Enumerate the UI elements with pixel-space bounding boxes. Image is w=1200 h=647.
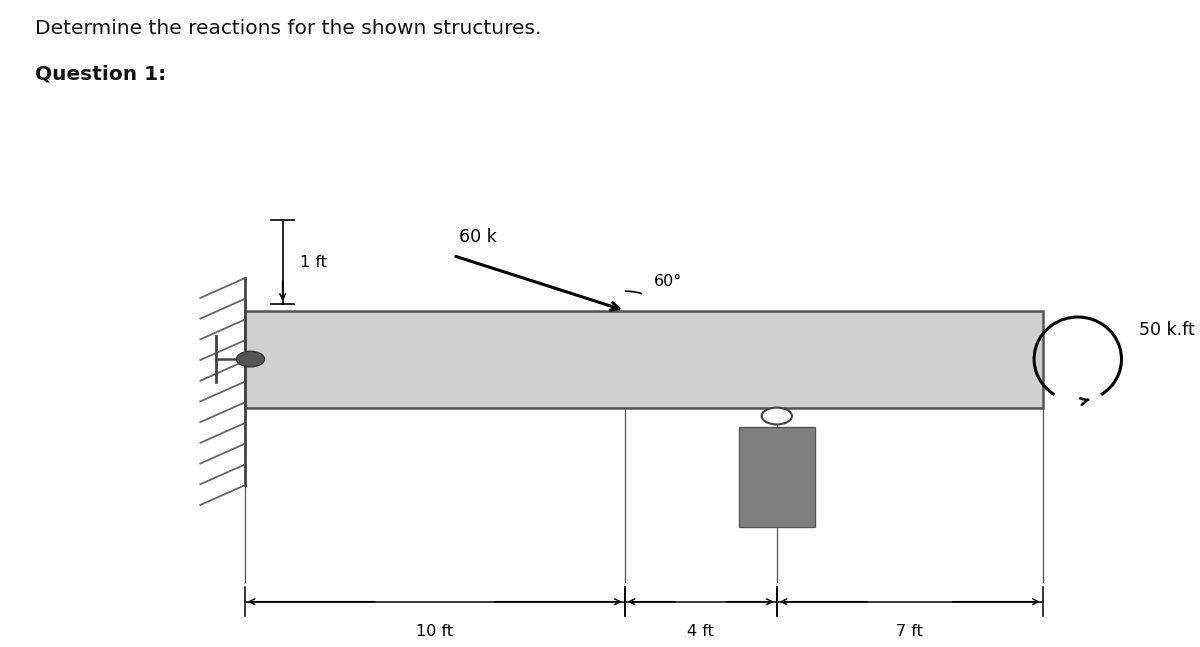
Bar: [245, 311, 1043, 408]
Text: Determine the reactions for the shown structures.: Determine the reactions for the shown st…: [35, 19, 541, 38]
Text: Question 1:: Question 1:: [35, 65, 166, 83]
Text: 1 ft: 1 ft: [300, 254, 328, 270]
Circle shape: [762, 408, 792, 424]
Text: 4 ft: 4 ft: [688, 624, 714, 639]
Circle shape: [236, 351, 264, 367]
Text: 60 k: 60 k: [460, 228, 497, 246]
Text: 50 k.ft: 50 k.ft: [1139, 321, 1195, 338]
Bar: [739, 427, 815, 527]
Text: 10 ft: 10 ft: [416, 624, 454, 639]
Text: 7 ft: 7 ft: [896, 624, 923, 639]
Text: 60°: 60°: [654, 274, 682, 289]
